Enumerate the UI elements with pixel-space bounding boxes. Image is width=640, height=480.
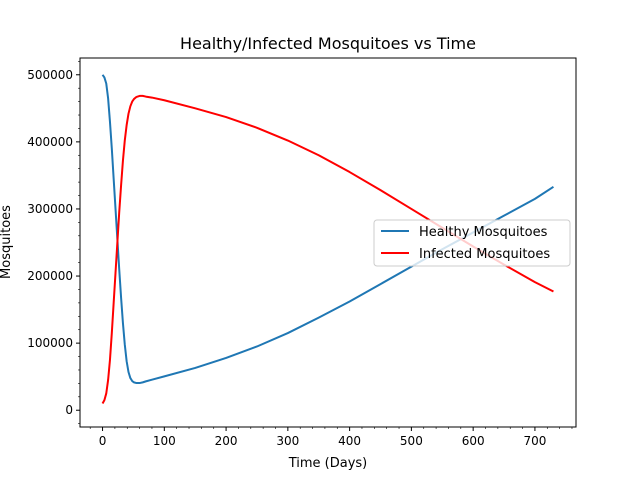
legend: Healthy Mosquitoes Infected Mosquitoes <box>373 219 571 267</box>
x-tick-label: 500 <box>400 434 423 448</box>
axes-frame <box>79 57 577 428</box>
x-tick-label: 700 <box>523 434 546 448</box>
series-line-infected <box>101 94 554 405</box>
legend-label-infected: Infected Mosquitoes <box>419 247 550 262</box>
x-tick-label: 100 <box>153 434 176 448</box>
x-tick-label: 300 <box>276 434 299 448</box>
legend-frame <box>373 219 571 267</box>
x-axis-ticks: 0 100 200 300 400 500 600 700 <box>89 427 573 448</box>
y-tick-label: 100000 <box>27 336 73 350</box>
y-axis-ticks: 0 100000 200000 300000 400000 500000 <box>27 61 80 424</box>
x-axis-label: Time (Days) <box>288 456 368 471</box>
x-tick-label: 200 <box>215 434 238 448</box>
x-tick-label: 0 <box>99 434 107 448</box>
chart-title: Healthy/Infected Mosquitoes vs Time <box>180 34 476 53</box>
y-tick-label: 500000 <box>27 68 73 82</box>
series-line-healthy <box>101 74 554 385</box>
series-layer <box>101 74 554 405</box>
legend-label-healthy: Healthy Mosquitoes <box>419 225 548 240</box>
y-axis-label: Mosquitoes <box>0 205 14 279</box>
plot-area <box>79 57 577 428</box>
y-tick-label: 300000 <box>27 202 73 216</box>
y-tick-label: 400000 <box>27 135 73 149</box>
y-tick-label: 200000 <box>27 269 73 283</box>
x-tick-label: 600 <box>462 434 485 448</box>
y-tick-label: 0 <box>65 403 73 417</box>
x-tick-label: 400 <box>338 434 361 448</box>
